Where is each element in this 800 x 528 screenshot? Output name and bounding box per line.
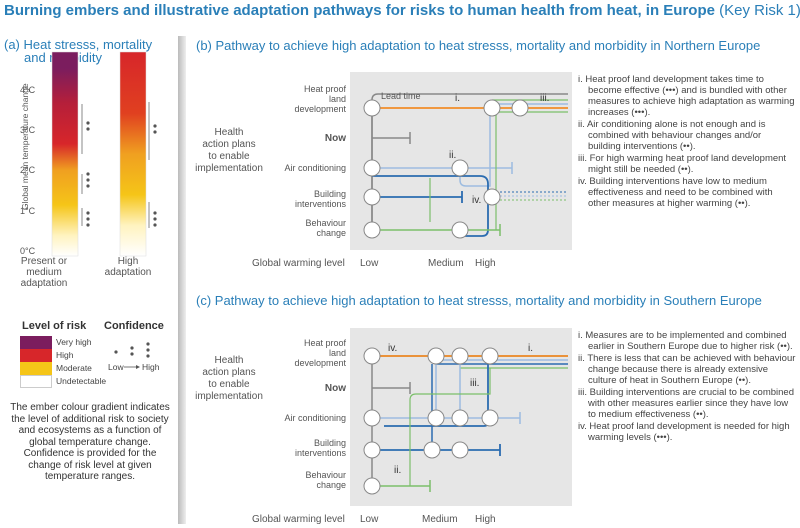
c-marker-i: i. — [528, 343, 533, 354]
b-air-conditioning-label: Air conditioning — [284, 163, 346, 173]
b-gwl-medium: Medium — [428, 258, 464, 269]
c-note-2: ii. There is less that can be achieved w… — [578, 353, 796, 386]
y-tick-1: 1°C — [20, 206, 36, 216]
c-marker-ii: ii. — [394, 465, 401, 476]
b-lead-time: Lead time — [381, 91, 421, 101]
legend-level-title: Level of risk — [22, 320, 87, 332]
column-present-label: Present or medium adaptation — [20, 256, 68, 289]
y-tick-0: 0°C — [20, 246, 36, 256]
c-nodes — [363, 347, 499, 495]
y-tick-3: 3°C — [20, 125, 36, 135]
c-note-3: iii. Building interventions are crucial … — [578, 387, 794, 420]
swatch-undetectable — [20, 375, 52, 388]
legend-high: High — [56, 350, 74, 360]
panel-c-title: (c) Pathway to achieve high adaptation t… — [196, 293, 762, 308]
y-tick-4: 4°C — [20, 85, 36, 95]
b-heat-proof-label: Heat proof land development — [294, 84, 346, 114]
c-behaviour-label: Behaviour change — [305, 470, 346, 490]
c-now-label: Now — [324, 383, 346, 394]
swatch-moderate — [20, 362, 52, 375]
c-note-4: iv. Heat proof land development is neede… — [578, 421, 790, 443]
c-heat-proof-label: Heat proof land development — [294, 338, 346, 368]
ember-high-adaptation — [119, 51, 147, 257]
legend-moderate: Moderate — [56, 363, 92, 373]
legend-undetectable: Undetectable — [56, 376, 107, 386]
b-marker-iii: iii. — [540, 93, 549, 104]
legend-confidence-title: Confidence — [104, 320, 164, 332]
b-note-2: ii. Air conditioning alone is not enough… — [578, 119, 766, 152]
confidence-legend-dots — [114, 342, 150, 369]
legend-conf-low: Low — [108, 362, 124, 372]
b-marker-iv: iv. — [472, 195, 481, 206]
b-gwl-label: Global warming level — [252, 258, 345, 269]
c-building-label: Building interventions — [294, 438, 346, 458]
y-tick-2: 2°C — [20, 165, 36, 175]
confidence-marks-col1 — [81, 104, 90, 227]
legend-explanation: The ember colour gradient indicates the … — [10, 402, 170, 482]
b-note-4: iv. Building interventions have low to m… — [578, 176, 773, 209]
b-marker-i: i. — [455, 93, 460, 104]
c-note-1: i. Measures are to be implemented and co… — [578, 330, 793, 352]
b-building-label: Building interventions — [294, 189, 346, 209]
b-gwl-high: High — [475, 258, 496, 269]
c-notes: i. Measures are to be implemented and co… — [578, 330, 796, 444]
panel-b-title: (b) Pathway to achieve high adaptation t… — [196, 38, 761, 53]
b-health-plans-label: Health action plans to enable implementatio… — [195, 127, 263, 174]
b-gwl-low: Low — [360, 258, 379, 269]
b-notes: i. Heat proof land development takes tim… — [578, 74, 796, 210]
legend-conf-high: High — [142, 362, 160, 372]
confidence-marks-col2 — [148, 102, 157, 228]
swatch-very-high — [20, 336, 52, 349]
panel-divider — [178, 36, 186, 524]
swatch-high — [20, 349, 52, 362]
c-gwl-high: High — [475, 514, 496, 525]
column-high-label: High adaptation — [104, 256, 152, 278]
legend-very-high: Very high — [56, 337, 92, 347]
c-air-conditioning-label: Air conditioning — [284, 413, 346, 423]
c-gwl-label: Global warming level — [252, 514, 345, 525]
c-gwl-medium: Medium — [422, 514, 458, 525]
b-behaviour-label: Behaviour change — [305, 218, 346, 238]
c-marker-iv: iv. — [388, 343, 397, 354]
figure-title: Burning embers and illustrative adaptati… — [4, 2, 800, 19]
b-nodes — [363, 99, 529, 239]
b-note-1: i. Heat proof land development takes tim… — [578, 74, 795, 118]
b-note-3: iii. For high warming heat proof land de… — [578, 153, 787, 175]
b-now-label: Now — [324, 133, 346, 144]
b-marker-ii: ii. — [449, 150, 456, 161]
c-marker-iii: iii. — [470, 378, 479, 389]
ember-present — [51, 51, 79, 257]
c-gwl-low: Low — [360, 514, 379, 525]
c-health-plans-label: Health action plans to enable implementatio… — [195, 355, 263, 402]
